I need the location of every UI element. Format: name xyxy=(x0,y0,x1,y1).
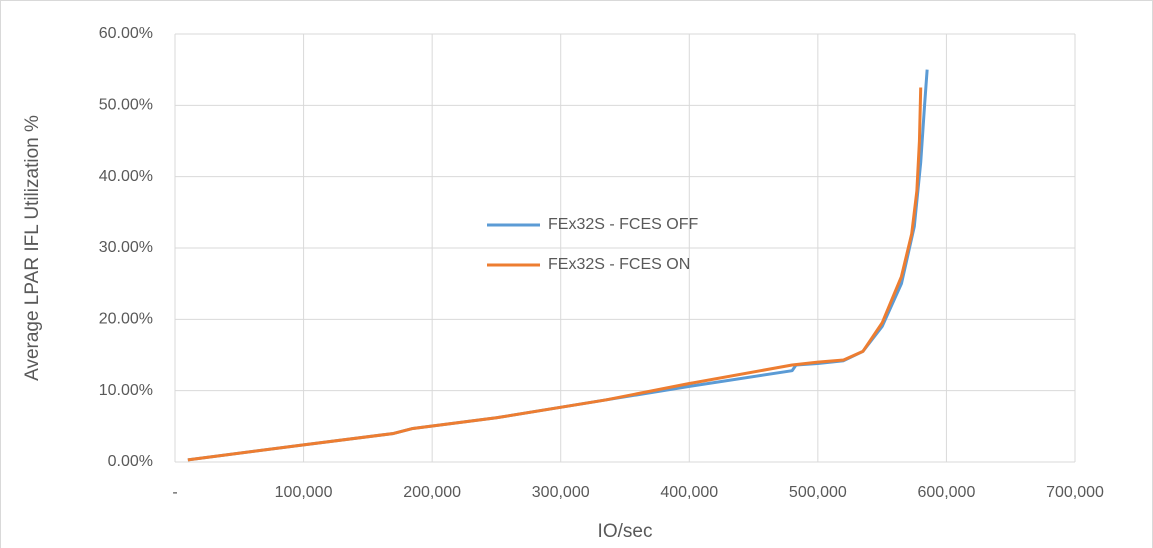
x-tick-label: 600,000 xyxy=(918,484,976,501)
legend-label: FEx32S - FCES ON xyxy=(548,256,690,273)
x-axis-title: IO/sec xyxy=(598,521,653,542)
y-tick-label: 40.00% xyxy=(99,168,153,185)
y-axis-title: Average LPAR IFL Utilization % xyxy=(22,115,43,381)
x-tick-label: 500,000 xyxy=(789,484,847,501)
line-series xyxy=(187,87,923,462)
y-tick-label: 30.00% xyxy=(99,239,153,256)
x-tick-label: 700,000 xyxy=(1046,484,1104,501)
x-tick-label: 300,000 xyxy=(532,484,590,501)
legend-label: FEx32S - FCES OFF xyxy=(548,216,698,233)
x-tick-label: 200,000 xyxy=(403,484,461,501)
y-tick-label: 50.00% xyxy=(99,97,153,114)
x-tick-label: 400,000 xyxy=(660,484,718,501)
y-tick-label: 0.00% xyxy=(108,453,153,470)
x-tick-label: 100,000 xyxy=(275,484,333,501)
y-tick-label: 60.00% xyxy=(99,25,153,42)
y-tick-label: 10.00% xyxy=(99,382,153,399)
y-tick-label: 20.00% xyxy=(99,311,153,328)
x-tick-label: - xyxy=(172,484,177,501)
